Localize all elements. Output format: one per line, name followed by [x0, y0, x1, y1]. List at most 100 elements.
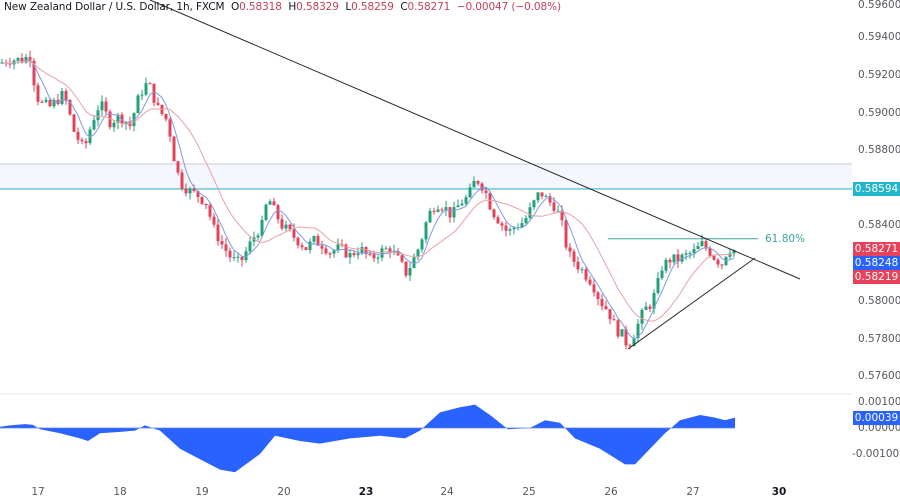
candle-body: [120, 114, 124, 124]
candle-body: [80, 139, 84, 142]
last-price-badge: 0.58271: [853, 242, 900, 256]
candle-body: [528, 207, 532, 219]
candle-body: [360, 247, 364, 254]
candle-body: [568, 247, 572, 252]
candle-body: [612, 319, 616, 321]
candle-body: [732, 249, 736, 254]
candle-body: [292, 229, 296, 238]
candle-body: [524, 218, 528, 224]
candle-body: [452, 207, 456, 218]
candle-body: [380, 248, 384, 258]
open-label: O: [230, 1, 240, 13]
candle-body: [480, 183, 484, 191]
candle-body: [440, 209, 444, 211]
time-axis-label: 20: [277, 486, 291, 498]
candle-body: [616, 320, 620, 337]
candle-body: [540, 192, 544, 197]
candle-body: [704, 241, 708, 249]
candle-body: [276, 205, 280, 220]
candle-body: [344, 244, 348, 258]
candle-body: [688, 253, 692, 255]
time-axis-label: 24: [440, 486, 454, 498]
candle-body: [696, 246, 700, 250]
candle-body: [48, 99, 52, 107]
candle-body: [68, 99, 72, 115]
candle-body: [604, 306, 608, 310]
candle-body: [320, 245, 324, 249]
ma-slow-badge: 0.58219: [853, 270, 900, 284]
candle-body: [168, 119, 172, 137]
candle-body: [460, 203, 464, 206]
oscillator-area: [0, 404, 735, 473]
candle-body: [608, 309, 612, 320]
candle-body: [312, 236, 316, 242]
candle-body: [16, 57, 20, 61]
candle-body: [532, 200, 536, 208]
oscillator-tick-label: -0.00100: [852, 448, 900, 460]
price-tick-label: 0.59000: [858, 107, 900, 119]
candle-body: [184, 188, 188, 194]
candle-body: [116, 114, 120, 123]
price-tick-label: 0.59400: [858, 31, 900, 43]
candle-body: [164, 113, 168, 120]
candle-body: [44, 99, 48, 102]
candle-body: [476, 181, 480, 184]
candle-body: [36, 85, 40, 102]
candle-body: [256, 235, 260, 238]
symbol-legend: New Zealand Dollar / U.S. Dollar, 1h, FX…: [4, 1, 561, 13]
candle-body: [548, 196, 552, 203]
candle-body: [232, 257, 236, 259]
candle-body: [196, 191, 200, 197]
candle-body: [368, 253, 372, 255]
price-tick-label: 0.59200: [858, 69, 900, 81]
time-axis-label: 17: [31, 486, 45, 498]
candle-body: [372, 254, 376, 259]
candle-body: [536, 192, 540, 201]
candle-body: [356, 253, 360, 256]
candle-body: [624, 329, 628, 346]
candle-body: [60, 91, 64, 104]
candle-body: [300, 245, 304, 248]
resistance-price-badge: 0.58594: [853, 182, 900, 196]
candle-body: [508, 229, 512, 231]
candle-body: [684, 253, 688, 255]
candle-body: [308, 241, 312, 251]
candle-body: [636, 323, 640, 339]
candle-body: [620, 329, 624, 337]
candle-body: [404, 261, 408, 276]
candle-body: [236, 256, 240, 258]
candle-body: [216, 224, 220, 242]
candle-body: [488, 193, 492, 210]
high-label: H: [288, 1, 297, 13]
candle-body: [364, 247, 368, 254]
candle-body: [20, 57, 24, 63]
oscillator-tick-label: 0.00000: [858, 422, 900, 434]
candle-body: [420, 239, 424, 250]
candle-body: [64, 91, 68, 100]
candle-body: [556, 210, 560, 212]
high-value: 0.58329: [296, 1, 339, 13]
candle-body: [656, 278, 660, 293]
candle-body: [584, 269, 588, 280]
candle-body: [352, 253, 356, 256]
price-tick-label: 0.58800: [858, 144, 900, 156]
candle-body: [564, 220, 568, 248]
candle-body: [220, 241, 224, 245]
candle-body: [200, 196, 204, 204]
candle-body: [668, 259, 672, 263]
candle-body: [572, 251, 576, 262]
candle-body: [92, 120, 96, 130]
candle-body: [284, 224, 288, 229]
candle-body: [580, 269, 584, 271]
candle-body: [24, 57, 28, 63]
candle-body: [676, 254, 680, 262]
candle-body: [156, 102, 160, 105]
candle-body: [88, 129, 92, 144]
candle-body: [180, 172, 184, 189]
candle-body: [52, 99, 56, 107]
candle-body: [428, 210, 432, 223]
time-axis-label: 25: [522, 486, 536, 498]
candle-body: [388, 248, 392, 253]
candle-body: [660, 270, 664, 279]
